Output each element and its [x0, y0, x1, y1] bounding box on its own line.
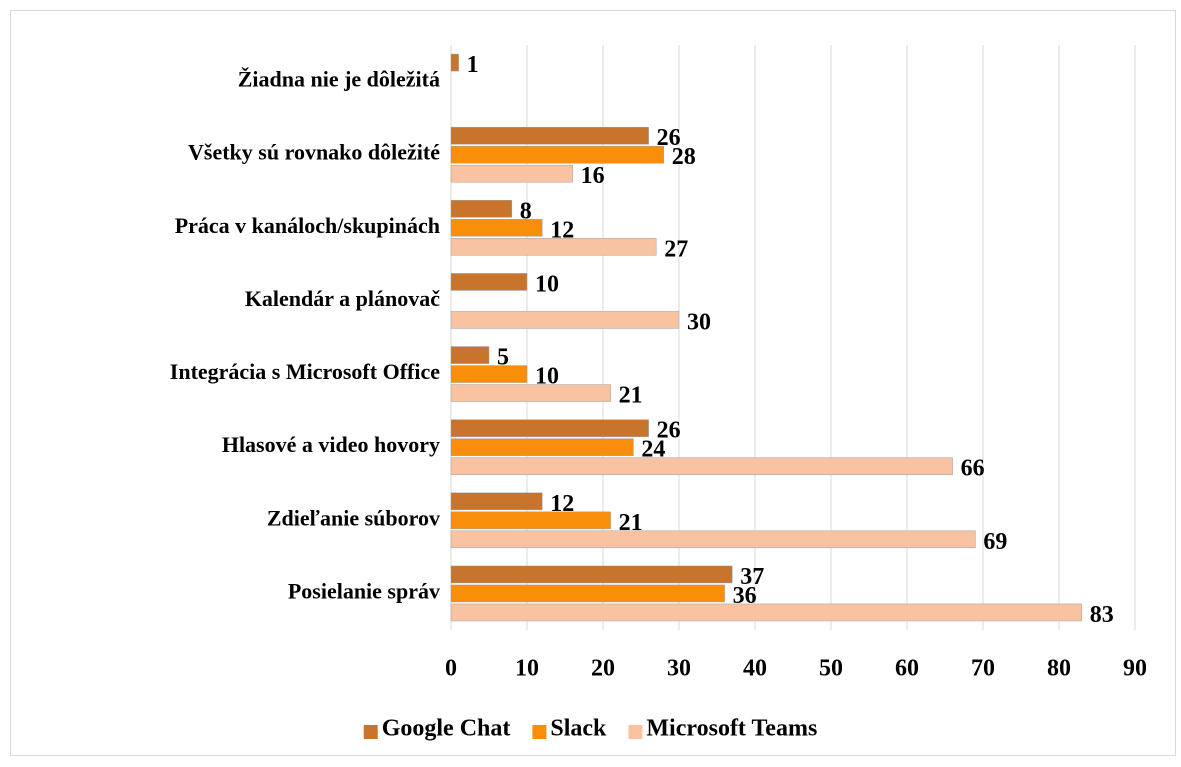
bar: [450, 219, 543, 237]
bar: [450, 565, 733, 584]
x-tick-label: 20: [591, 656, 615, 682]
data-label: 16: [581, 163, 605, 189]
x-tick-label: 30: [667, 656, 691, 682]
data-label: 28: [672, 144, 696, 170]
bar: [450, 530, 976, 549]
data-label: 10: [535, 271, 559, 297]
x-tick-label: 0: [445, 656, 457, 682]
y-tick-label: Hlasové a video hovory: [222, 432, 440, 457]
data-label: 69: [983, 529, 1007, 555]
data-label: 8: [520, 198, 532, 224]
bar: [450, 419, 649, 437]
y-tick-label: Posielanie správ: [288, 578, 440, 603]
bar: [450, 457, 953, 475]
bar: [450, 164, 573, 183]
bar: [450, 346, 490, 364]
legend-marker: [532, 725, 547, 739]
y-tick-label: Integrácia s Microsoft Office: [170, 359, 440, 384]
bar: [450, 238, 657, 256]
bar: [450, 200, 513, 218]
bar: [450, 145, 665, 164]
data-label: 83: [1090, 602, 1114, 628]
bar: [450, 511, 611, 530]
data-label: 37: [740, 564, 764, 590]
x-tick-label: 10: [515, 656, 539, 682]
bar: [450, 273, 528, 291]
bar: [450, 311, 680, 329]
data-label: 5: [497, 345, 509, 371]
data-label: 26: [657, 418, 681, 444]
bar: [450, 384, 611, 402]
data-label: 1: [467, 52, 479, 78]
legend-label: Slack: [550, 716, 607, 742]
y-tick-label: Práca v kanáloch/skupinách: [175, 213, 440, 238]
bar: [450, 603, 1083, 622]
data-label: 66: [961, 456, 985, 482]
bar: [450, 492, 543, 511]
y-tick-label: Žiadna nie je dôležitá: [238, 67, 440, 92]
bar: [450, 438, 634, 456]
x-tick-label: 60: [895, 656, 919, 682]
legend-label: Microsoft Teams: [646, 716, 817, 742]
legend-marker: [628, 725, 643, 739]
bar: [450, 365, 528, 383]
x-tick-label: 90: [1123, 656, 1147, 682]
x-tick-label: 70: [971, 656, 995, 682]
data-label: 30: [687, 309, 711, 335]
x-tick-label: 50: [819, 656, 843, 682]
data-label: 21: [619, 383, 643, 409]
y-tick-label: Všetky sú rovnako dôležité: [188, 140, 440, 165]
x-tick-label: 80: [1047, 656, 1071, 682]
legend-marker: [363, 725, 378, 739]
y-tick-label: Zdieľanie súborov: [267, 505, 440, 530]
bar: [450, 584, 725, 603]
y-tick-label: Kalendár a plánovač: [245, 286, 440, 311]
bar: [450, 53, 459, 72]
legend-label: Google Chat: [382, 716, 511, 742]
x-tick-label: 40: [743, 656, 767, 682]
bar: [450, 126, 649, 145]
data-label: 27: [664, 236, 688, 262]
